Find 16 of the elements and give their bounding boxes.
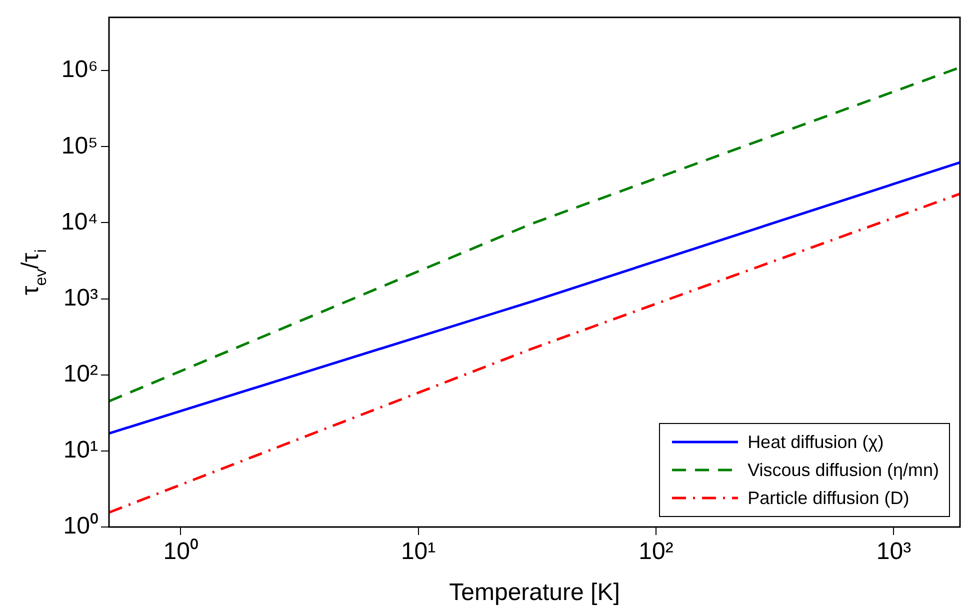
legend-label: Heat diffusion (χ) <box>748 431 884 454</box>
legend-label: Viscous diffusion (η/mn) <box>748 459 939 482</box>
y-tick-label: 10¹ <box>63 436 98 464</box>
legend-label: Particle diffusion (D) <box>748 487 910 510</box>
y-tick-label: 10⁵ <box>61 132 98 160</box>
y-tick-label: 10⁴ <box>60 208 98 236</box>
x-tick-label: 10³ <box>876 538 912 566</box>
x-axis-title: Temperature [K] <box>449 579 620 606</box>
y-tick-label: 10³ <box>63 284 98 312</box>
x-tick-label: 10⁰ <box>163 538 198 566</box>
y-tick-label: 10² <box>63 360 98 388</box>
y-tick-label: 10⁰ <box>63 512 98 540</box>
y-tick-label: 10⁶ <box>61 56 98 84</box>
x-tick-label: 10² <box>638 538 674 566</box>
y-axis-title: τev/τi <box>17 249 50 296</box>
x-tick-label: 10¹ <box>400 538 436 566</box>
